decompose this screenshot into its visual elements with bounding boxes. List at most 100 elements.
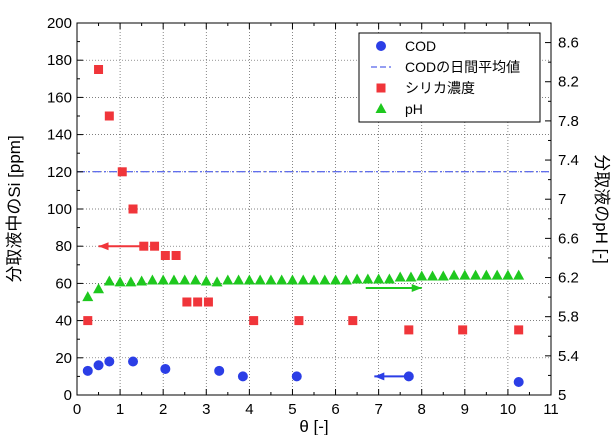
cod-point bbox=[237, 371, 248, 382]
ph-point bbox=[416, 270, 428, 281]
tick-marks bbox=[76, 22, 552, 396]
ph-point bbox=[308, 274, 320, 285]
series-point bbox=[83, 316, 93, 326]
ph-point bbox=[437, 270, 449, 281]
y-left-tick-label: 100 bbox=[47, 201, 72, 218]
ph-point bbox=[340, 274, 352, 285]
x-tick-label: 8 bbox=[418, 401, 426, 418]
ph-point bbox=[351, 273, 363, 284]
cod-point bbox=[104, 356, 115, 367]
ph-point bbox=[480, 269, 492, 280]
y-right-tick-label: 5 bbox=[558, 387, 566, 404]
series-point bbox=[348, 316, 358, 326]
ph-point bbox=[211, 276, 223, 287]
left-y-axis-title: 分取液中のSi [ppm] bbox=[5, 135, 24, 282]
y-right-tick-label: 6.2 bbox=[558, 270, 579, 287]
x-tick-label: 2 bbox=[159, 401, 167, 418]
ph-point bbox=[405, 271, 417, 282]
series-point bbox=[171, 251, 181, 260]
x-tick-label: 11 bbox=[543, 401, 559, 418]
right-y-axis-title: 分取液のpH [-] bbox=[592, 154, 611, 264]
x-tick-label: 0 bbox=[73, 401, 81, 418]
ph-point bbox=[502, 269, 514, 280]
legend-swatch-ph bbox=[375, 103, 387, 113]
y-right-tick-label: 8.2 bbox=[558, 74, 579, 91]
x-tick-label: 5 bbox=[288, 401, 296, 418]
ph-point bbox=[157, 274, 169, 285]
ph-point bbox=[200, 275, 212, 286]
ph-point bbox=[222, 274, 234, 285]
series-point bbox=[514, 325, 524, 335]
cod-point bbox=[291, 371, 302, 382]
ph-point bbox=[243, 274, 255, 285]
ph-point bbox=[276, 274, 288, 285]
y-left-tick-label: 200 bbox=[47, 15, 72, 32]
ph-point bbox=[190, 274, 201, 285]
cod-point bbox=[214, 365, 225, 376]
ph-point bbox=[103, 275, 115, 286]
y-left-tick-label: 60 bbox=[55, 275, 72, 292]
arrow-to-left-axis-cod-head bbox=[374, 372, 385, 381]
tick-labels: 0 1 2 3 4 5 6 7 8 9 10 11 0 20 40 60 80 100 120 140 160 180 20… bbox=[47, 15, 579, 418]
cod-point bbox=[82, 365, 93, 376]
ph-point bbox=[394, 271, 406, 282]
legend-label: pH bbox=[405, 101, 423, 117]
cod-point bbox=[160, 363, 171, 374]
x-tick-label: 10 bbox=[500, 401, 517, 418]
y-right-tick-label: 5.8 bbox=[558, 309, 579, 326]
x-tick-label: 3 bbox=[202, 401, 210, 418]
cod-point bbox=[513, 376, 524, 387]
series-marks bbox=[82, 65, 525, 387]
arrow-to-right-axis-head bbox=[411, 284, 422, 293]
ph-point bbox=[114, 276, 126, 287]
y-left-tick-label: 0 bbox=[64, 387, 72, 404]
y-right-tick-label: 7 bbox=[558, 191, 566, 208]
y-left-tick-label: 80 bbox=[55, 238, 72, 255]
arrow-to-left-axis-head bbox=[98, 242, 109, 251]
ph-point bbox=[286, 274, 298, 285]
cod-point bbox=[403, 371, 414, 382]
ph-point bbox=[513, 269, 525, 280]
ph-point bbox=[168, 274, 180, 285]
ph-point bbox=[373, 273, 385, 284]
ph-point bbox=[82, 291, 94, 302]
series-point bbox=[104, 111, 114, 121]
y-left-tick-label: 160 bbox=[47, 89, 72, 106]
x-axis-title: θ [-] bbox=[299, 417, 328, 435]
legend-label: シリカ濃度 bbox=[405, 80, 475, 96]
series-point bbox=[404, 325, 414, 335]
y-left-tick-label: 180 bbox=[47, 52, 72, 69]
series-point bbox=[182, 297, 192, 307]
y-right-tick-label: 8.6 bbox=[558, 35, 579, 52]
annotation-layer bbox=[98, 242, 422, 381]
x-tick-label: 7 bbox=[374, 401, 382, 418]
ph-point bbox=[265, 274, 277, 285]
series-point bbox=[458, 325, 468, 335]
y-left-tick-label: 20 bbox=[55, 350, 72, 367]
x-tick-label: 9 bbox=[461, 401, 469, 418]
legend-swatch-cod bbox=[376, 41, 386, 51]
y-right-tick-label: 7.4 bbox=[558, 152, 579, 169]
series-point bbox=[249, 316, 259, 326]
series-point bbox=[117, 167, 127, 177]
series-point bbox=[150, 241, 160, 251]
series-point bbox=[193, 297, 203, 307]
cod-point bbox=[93, 360, 104, 371]
ph-point bbox=[125, 276, 137, 287]
ph-point bbox=[319, 274, 331, 285]
ph-point bbox=[233, 274, 245, 285]
y-right-tick-label: 7.8 bbox=[558, 113, 579, 130]
ph-point bbox=[146, 274, 158, 285]
ph-point bbox=[383, 273, 395, 284]
ph-point bbox=[330, 274, 342, 285]
ph-point bbox=[179, 274, 191, 285]
legend-box bbox=[358, 32, 541, 123]
series-point bbox=[139, 241, 149, 251]
legend-swatch-series bbox=[376, 83, 386, 93]
y-left-tick-label: 40 bbox=[55, 313, 72, 330]
cod-point bbox=[128, 356, 139, 367]
ph-point bbox=[470, 269, 482, 280]
